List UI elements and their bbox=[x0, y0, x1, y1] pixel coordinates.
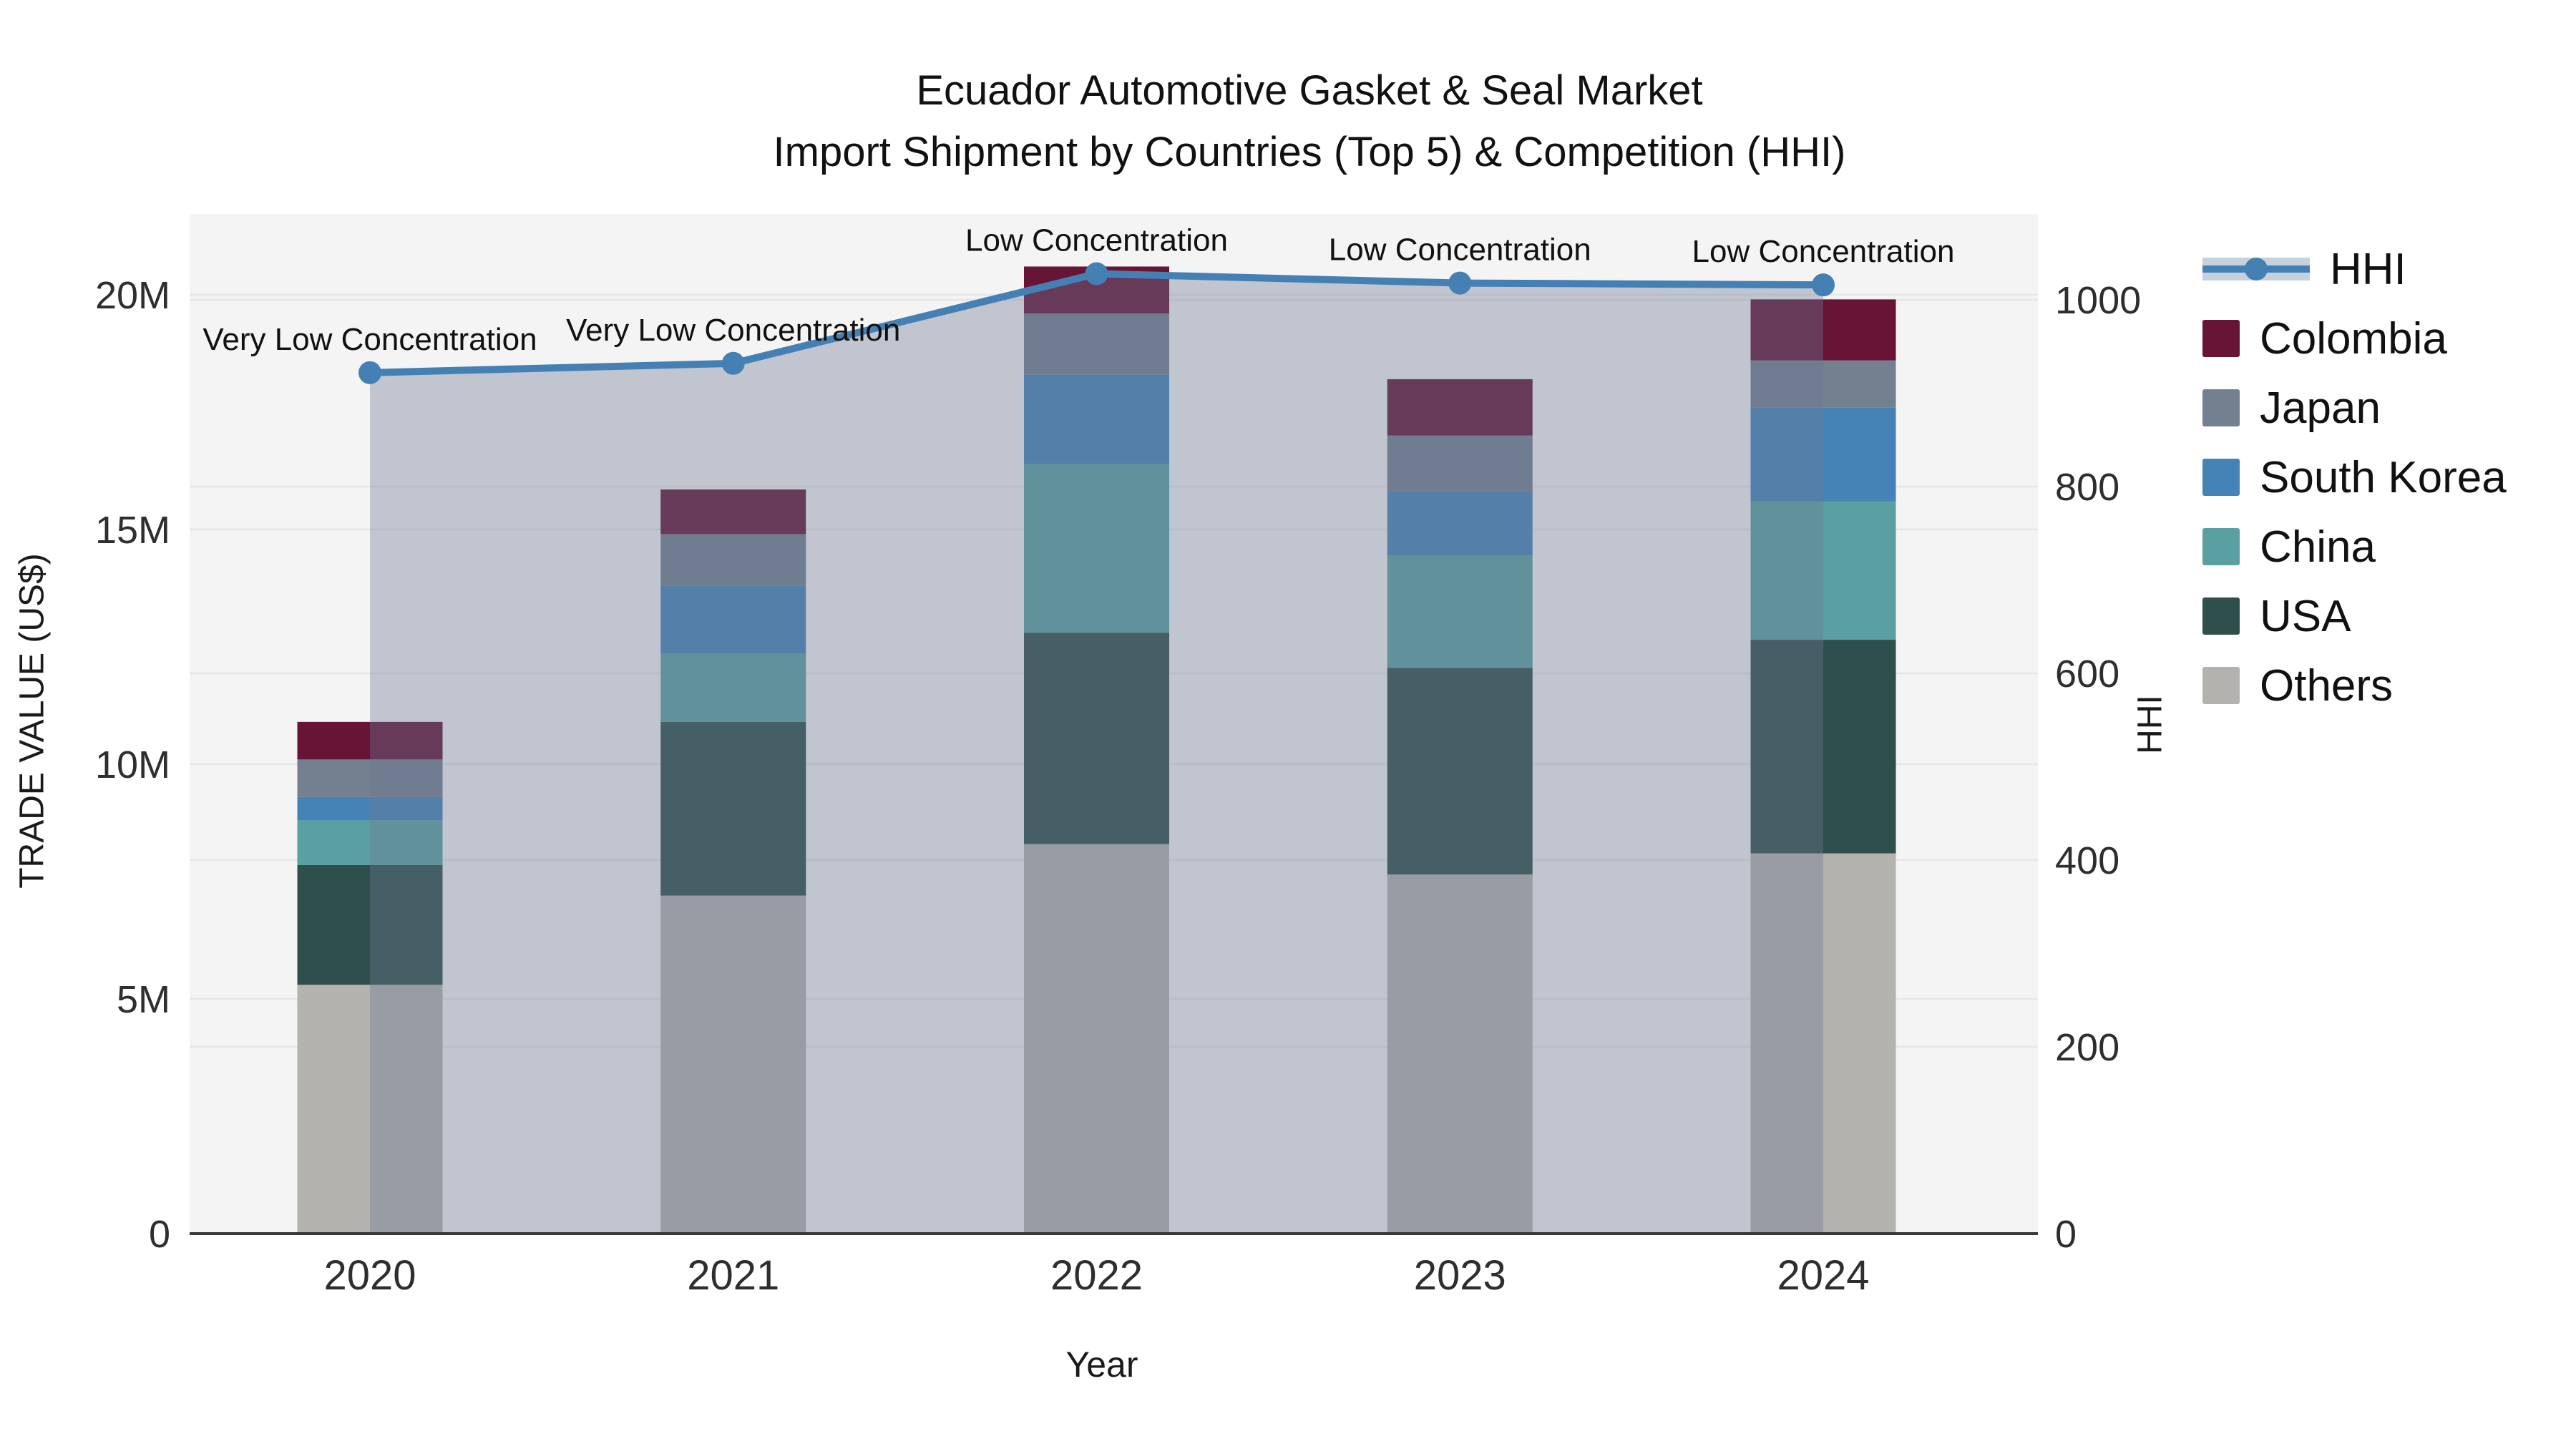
y-right-tick-800: 800 bbox=[2055, 466, 2119, 509]
legend-label-china: China bbox=[2260, 522, 2376, 572]
legend-label-usa: USA bbox=[2260, 591, 2351, 641]
bar-segment-2020-japan[interactable] bbox=[297, 759, 443, 797]
hhi-marker-2024[interactable] bbox=[1812, 273, 1835, 297]
bar-segment-2021-china[interactable] bbox=[660, 653, 806, 722]
legend-label-japan: Japan bbox=[2260, 383, 2381, 433]
legend-item-south-korea[interactable]: South Korea bbox=[2202, 449, 2507, 506]
bar-segment-2023-china[interactable] bbox=[1387, 555, 1533, 668]
legend-item-hhi[interactable]: HHI bbox=[2202, 240, 2507, 298]
annotation-2021: Very Low Concentration bbox=[566, 313, 900, 348]
y-left-tick-0: 0 bbox=[149, 1213, 170, 1256]
chart-title-line2: Import Shipment by Countries (Top 5) & C… bbox=[773, 129, 1846, 175]
bar-segment-2024-others[interactable] bbox=[1750, 853, 1896, 1234]
bar-segment-2023-others[interactable] bbox=[1387, 874, 1533, 1234]
y-left-tick-10M: 10M bbox=[95, 743, 170, 786]
legend-swatch-others bbox=[2202, 667, 2240, 704]
bar-segment-2021-others[interactable] bbox=[660, 895, 806, 1234]
annotation-2022: Low Concentration bbox=[965, 223, 1228, 258]
bar-segment-2022-south-korea[interactable] bbox=[1024, 374, 1169, 464]
legend-label-others: Others bbox=[2260, 660, 2394, 711]
hhi-line-icon bbox=[2202, 258, 2310, 280]
x-tick-2022: 2022 bbox=[1050, 1252, 1143, 1299]
bar-segment-2024-japan[interactable] bbox=[1750, 360, 1896, 408]
bar-segment-2020-colombia[interactable] bbox=[297, 721, 443, 760]
legend-item-japan[interactable]: Japan bbox=[2202, 379, 2507, 436]
legend-item-china[interactable]: China bbox=[2202, 518, 2507, 575]
y-axis-left-title: TRADE VALUE (US$) bbox=[13, 553, 52, 889]
bar-segment-2021-colombia[interactable] bbox=[660, 489, 806, 535]
bar-segment-2024-south-korea[interactable] bbox=[1750, 407, 1896, 502]
legend-label-hhi: HHI bbox=[2330, 244, 2406, 294]
legend-swatch-south-korea bbox=[2202, 459, 2240, 496]
y-right-tick-400: 400 bbox=[2055, 839, 2119, 882]
y-right-tick-1000: 1000 bbox=[2055, 279, 2141, 322]
legend-item-usa[interactable]: USA bbox=[2202, 587, 2507, 645]
legend-swatch-colombia bbox=[2202, 320, 2240, 357]
x-axis-title: Year bbox=[1065, 1345, 1138, 1385]
y-left-tick-15M: 15M bbox=[95, 509, 170, 552]
y-left-tick-5M: 5M bbox=[117, 978, 170, 1021]
hhi-marker-2022[interactable] bbox=[1085, 262, 1108, 286]
y-left-tick-20M: 20M bbox=[95, 274, 170, 317]
x-tick-2020: 2020 bbox=[323, 1252, 416, 1299]
bar-segment-2024-china[interactable] bbox=[1750, 501, 1896, 640]
x-tick-2021: 2021 bbox=[687, 1252, 779, 1299]
annotation-2024: Low Concentration bbox=[1692, 234, 1955, 269]
hhi-area-fill bbox=[370, 273, 1823, 1234]
legend-label-colombia: Colombia bbox=[2260, 313, 2447, 364]
bar-segment-2021-usa[interactable] bbox=[660, 721, 806, 896]
bar-segment-2020-usa[interactable] bbox=[297, 864, 443, 985]
legend-item-others[interactable]: Others bbox=[2202, 657, 2507, 714]
bar-segment-2021-japan[interactable] bbox=[660, 534, 806, 586]
legend-swatch-usa bbox=[2202, 597, 2240, 635]
bar-segment-2020-south-korea[interactable] bbox=[297, 796, 443, 821]
chart-title-line1: Ecuador Automotive Gasket & Seal Market bbox=[916, 67, 1703, 114]
annotation-2023: Low Concentration bbox=[1329, 233, 1591, 268]
bar-segment-2024-usa[interactable] bbox=[1750, 640, 1896, 854]
bar-segment-2022-others[interactable] bbox=[1024, 844, 1169, 1234]
x-tick-2024: 2024 bbox=[1777, 1252, 1869, 1299]
bar-segment-2023-south-korea[interactable] bbox=[1387, 492, 1533, 555]
legend: HHI Colombia Japan South Korea China USA Other… bbox=[2202, 240, 2507, 714]
bar-segment-2023-usa[interactable] bbox=[1387, 668, 1533, 875]
hhi-marker-2021[interactable] bbox=[721, 351, 745, 375]
annotation-2020: Very Low Concentration bbox=[203, 322, 537, 357]
bar-segment-2022-japan[interactable] bbox=[1024, 313, 1169, 375]
bar-segment-2022-usa[interactable] bbox=[1024, 633, 1169, 844]
bar-segment-2020-china[interactable] bbox=[297, 820, 443, 865]
bar-segment-2023-japan[interactable] bbox=[1387, 435, 1533, 492]
y-right-tick-0: 0 bbox=[2055, 1213, 2077, 1256]
y-right-tick-200: 200 bbox=[2055, 1026, 2119, 1069]
bar-segment-2022-china[interactable] bbox=[1024, 464, 1169, 633]
chart-title: Ecuador Automotive Gasket & Seal Market … bbox=[594, 60, 2025, 183]
x-tick-2023: 2023 bbox=[1414, 1252, 1506, 1299]
legend-item-colombia[interactable]: Colombia bbox=[2202, 310, 2507, 367]
legend-swatch-china bbox=[2202, 528, 2240, 565]
bar-segment-2023-colombia[interactable] bbox=[1387, 379, 1533, 436]
hhi-marker-2020[interactable] bbox=[358, 361, 381, 384]
bar-segment-2024-colombia[interactable] bbox=[1750, 299, 1896, 361]
y-axis-right-title: HHI bbox=[2131, 695, 2170, 754]
y-right-tick-600: 600 bbox=[2055, 653, 2119, 696]
bar-segment-2021-south-korea[interactable] bbox=[660, 585, 806, 654]
bar-segment-2020-others[interactable] bbox=[297, 985, 443, 1234]
hhi-marker-2023[interactable] bbox=[1448, 271, 1472, 295]
legend-label-south-korea: South Korea bbox=[2260, 452, 2507, 502]
legend-swatch-japan bbox=[2202, 389, 2240, 426]
